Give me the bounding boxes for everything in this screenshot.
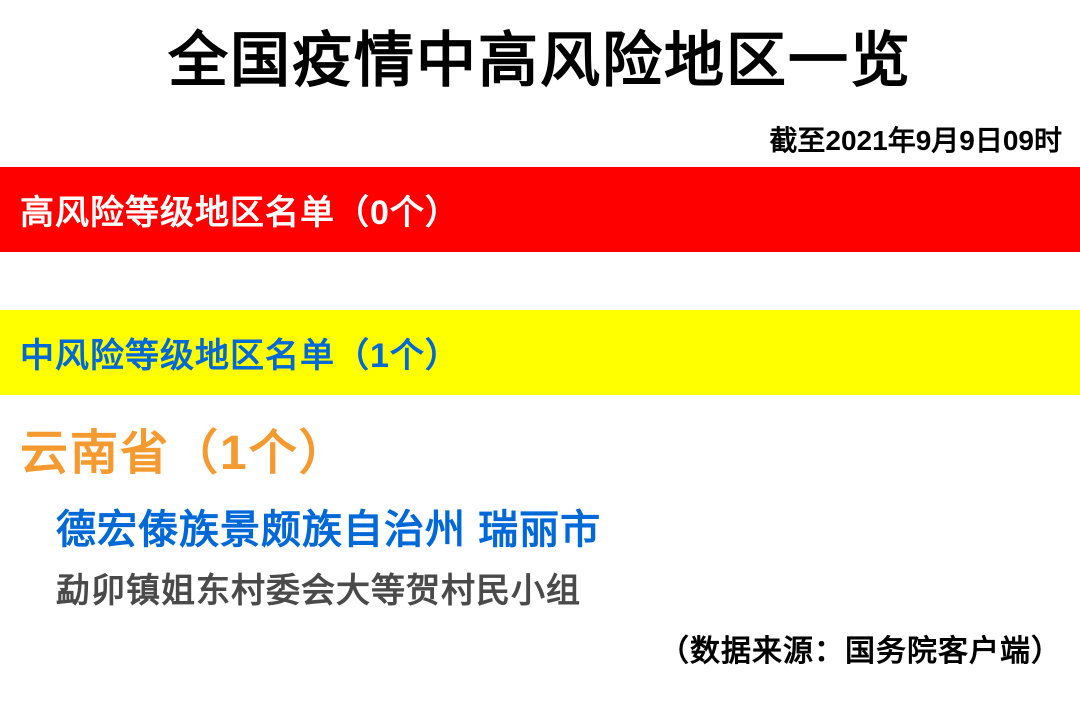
medium-risk-banner: 中风险等级地区名单（1个） <box>0 310 1080 395</box>
timestamp: 截至2021年9月9日09时 <box>0 119 1080 167</box>
detail-text: 勐卯镇姐东村委会大等贺村民小组 <box>0 563 1080 622</box>
city-heading: 德宏傣族景颇族自治州 瑞丽市 <box>0 493 1080 563</box>
source-text: （数据来源：国务院客户端） <box>0 622 1080 670</box>
spacer <box>0 252 1080 310</box>
page-title: 全国疫情中高风险地区一览 <box>0 0 1080 119</box>
province-heading: 云南省（1个） <box>0 395 1080 493</box>
high-risk-banner: 高风险等级地区名单（0个） <box>0 167 1080 252</box>
